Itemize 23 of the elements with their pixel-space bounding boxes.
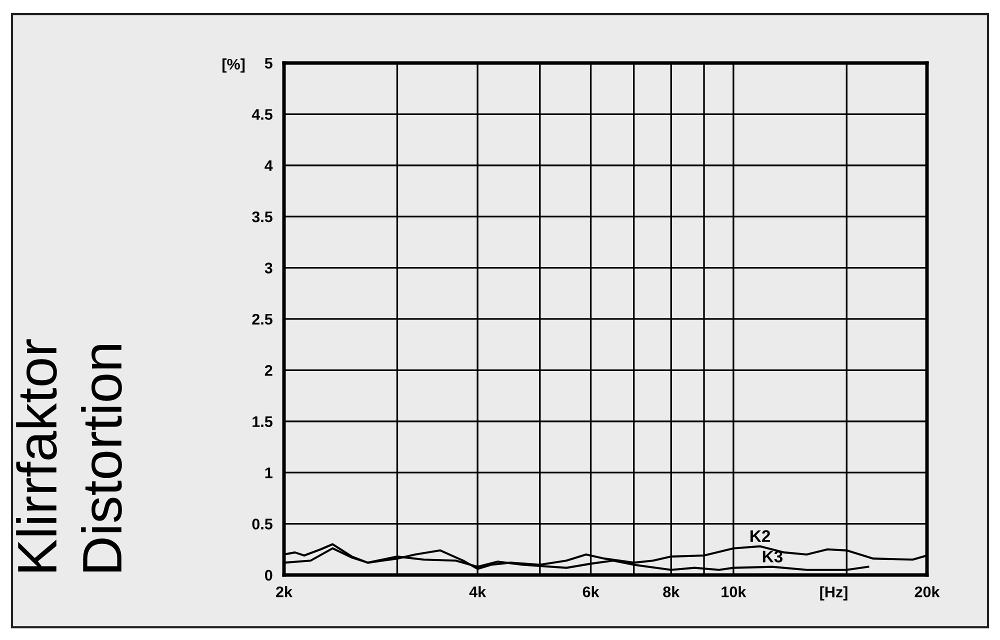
y-tick-label: 1.5 bbox=[252, 416, 272, 428]
x-tick-label: 8k bbox=[663, 586, 680, 598]
y-tick-label: 2 bbox=[264, 365, 272, 376]
text: Distortion bbox=[81, 344, 122, 572]
y-tick-label: 3.5 bbox=[252, 211, 272, 222]
y-tick-label: 1 bbox=[265, 468, 272, 478]
x-tick-label: 4k bbox=[469, 586, 486, 598]
x-tick-label: 6k bbox=[582, 586, 600, 598]
text: Klirrfaktor bbox=[16, 339, 57, 572]
y-tick-label: 3 bbox=[264, 262, 272, 274]
y-tick-label: 5 bbox=[264, 58, 272, 69]
y-tick-label: 4.5 bbox=[252, 109, 272, 120]
y-tick-label: 0.5 bbox=[252, 518, 272, 530]
x-tick-label: 10k bbox=[722, 586, 746, 598]
x-tick-label: 20k bbox=[914, 586, 940, 598]
x-tick-label: 2k bbox=[276, 586, 293, 598]
series-label: K3 bbox=[762, 550, 783, 562]
y-tick-label: 4 bbox=[264, 160, 273, 171]
y-tick-label: 0 bbox=[264, 570, 272, 581]
y-axis-title: [%] bbox=[222, 58, 245, 73]
series-label: K2 bbox=[750, 530, 770, 542]
x-axis-title: [Hz] bbox=[820, 586, 848, 600]
y-tick-label: 2.5 bbox=[252, 314, 272, 325]
